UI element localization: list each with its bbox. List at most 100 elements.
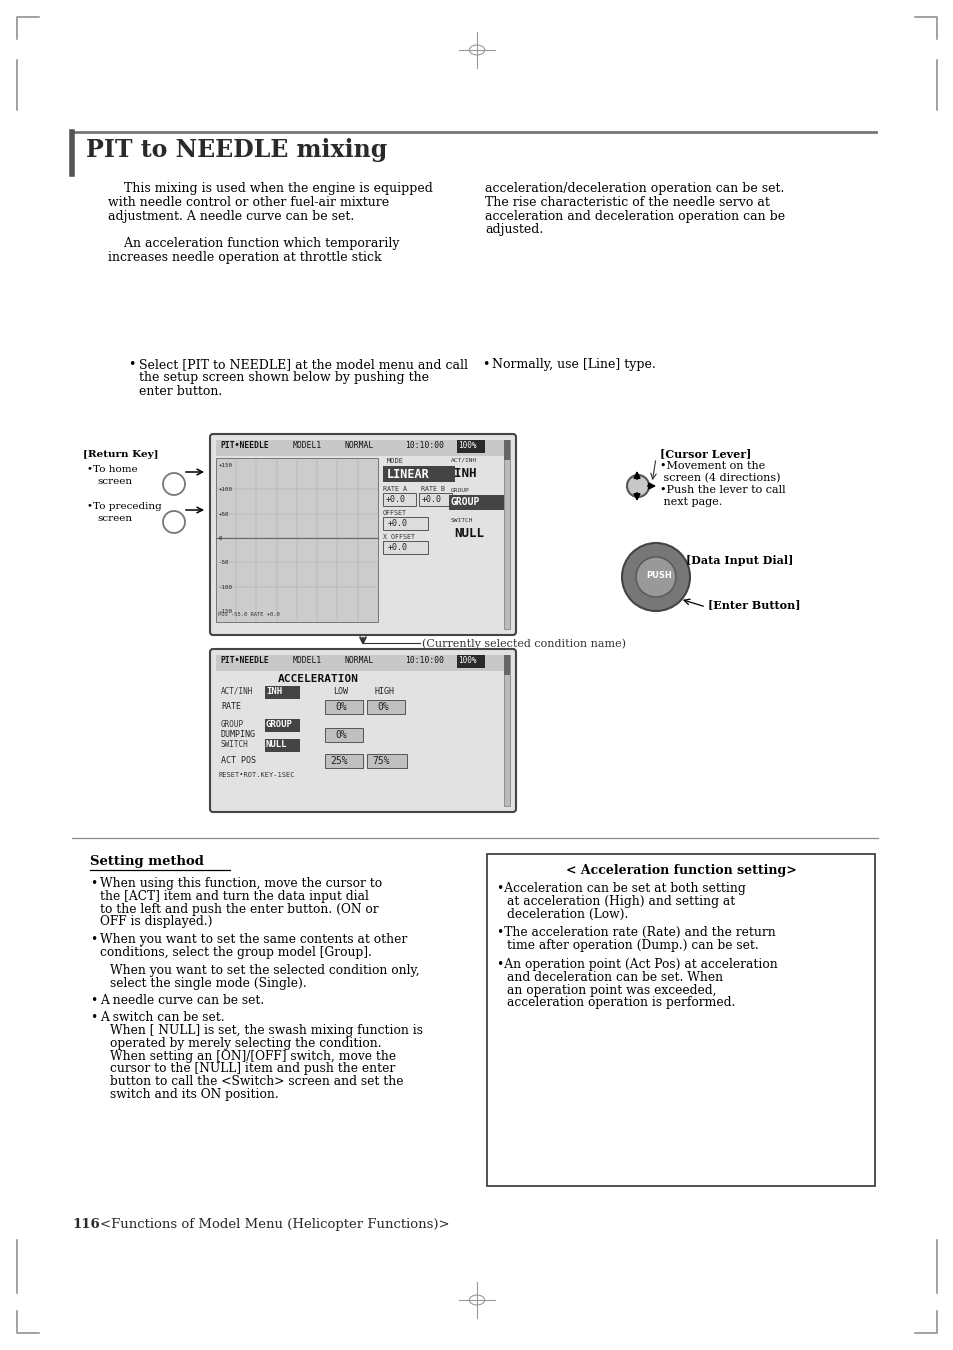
Text: screen (4 directions): screen (4 directions) bbox=[659, 472, 780, 483]
Text: 0%: 0% bbox=[376, 702, 388, 711]
Text: •To home: •To home bbox=[87, 464, 137, 474]
Text: +0.0: +0.0 bbox=[388, 543, 408, 552]
Text: POS -55.0 RATE +0.0: POS -55.0 RATE +0.0 bbox=[218, 612, 279, 617]
Bar bbox=[367, 701, 405, 714]
Text: +0.0: +0.0 bbox=[386, 495, 406, 504]
Text: GROUP: GROUP bbox=[451, 487, 469, 493]
Text: -50: -50 bbox=[219, 560, 230, 566]
Text: PIT•NEEDLE: PIT•NEEDLE bbox=[220, 441, 269, 450]
Text: 75%: 75% bbox=[372, 756, 389, 765]
Text: operated by merely selecting the condition.: operated by merely selecting the conditi… bbox=[110, 1037, 381, 1050]
Bar bbox=[382, 541, 428, 554]
Text: time after operation (Dump.) can be set.: time after operation (Dump.) can be set. bbox=[506, 940, 758, 952]
Text: adjusted.: adjusted. bbox=[484, 223, 542, 236]
FancyBboxPatch shape bbox=[210, 433, 516, 634]
Text: GROUP: GROUP bbox=[221, 720, 244, 729]
Text: RESET•ROT.KEY-1SEC: RESET•ROT.KEY-1SEC bbox=[219, 772, 295, 778]
Bar bbox=[456, 440, 484, 454]
Text: DUMPING: DUMPING bbox=[221, 730, 255, 738]
Text: ACT POS: ACT POS bbox=[221, 756, 255, 765]
Text: button to call the <Switch> screen and set the: button to call the <Switch> screen and s… bbox=[110, 1075, 403, 1088]
Text: 100%: 100% bbox=[457, 441, 476, 450]
Text: OFF is displayed.): OFF is displayed.) bbox=[100, 915, 213, 929]
Text: 10:10:00: 10:10:00 bbox=[405, 441, 443, 450]
Text: acceleration and deceleration operation can be: acceleration and deceleration operation … bbox=[484, 209, 784, 223]
Text: •Acceleration can be set at both setting: •Acceleration can be set at both setting bbox=[497, 882, 745, 895]
Bar bbox=[449, 495, 503, 510]
Text: screen: screen bbox=[97, 514, 132, 522]
Text: 25%: 25% bbox=[330, 756, 347, 765]
Ellipse shape bbox=[626, 475, 648, 497]
Bar bbox=[382, 493, 416, 506]
Text: the setup screen shown below by pushing the: the setup screen shown below by pushing … bbox=[139, 371, 429, 385]
Text: at acceleration (High) and setting at: at acceleration (High) and setting at bbox=[506, 895, 735, 907]
Text: screen: screen bbox=[97, 477, 132, 486]
Text: NORMAL: NORMAL bbox=[345, 656, 374, 666]
Text: LINEAR: LINEAR bbox=[387, 468, 429, 481]
Text: <Functions of Model Menu (Helicopter Functions)>: <Functions of Model Menu (Helicopter Fun… bbox=[100, 1218, 449, 1231]
Text: This mixing is used when the engine is equipped: This mixing is used when the engine is e… bbox=[108, 182, 433, 194]
Bar bbox=[215, 458, 377, 622]
Text: HIGH: HIGH bbox=[375, 687, 395, 697]
Text: RATE A: RATE A bbox=[382, 486, 407, 491]
Text: to the left and push the enter button. (ON or: to the left and push the enter button. (… bbox=[100, 903, 378, 915]
Text: The rise characteristic of the needle servo at: The rise characteristic of the needle se… bbox=[484, 196, 769, 209]
Text: •: • bbox=[90, 995, 97, 1007]
Bar bbox=[265, 686, 299, 699]
Text: •: • bbox=[481, 358, 489, 371]
Text: •To preceding: •To preceding bbox=[87, 502, 162, 512]
Text: acceleration/deceleration operation can be set.: acceleration/deceleration operation can … bbox=[484, 182, 783, 194]
Text: deceleration (Low).: deceleration (Low). bbox=[506, 907, 628, 921]
Text: PIT•NEEDLE: PIT•NEEDLE bbox=[220, 656, 269, 666]
Bar bbox=[215, 655, 510, 671]
Text: < Acceleration function setting>: < Acceleration function setting> bbox=[565, 864, 796, 878]
Text: X OFFSET: X OFFSET bbox=[382, 535, 415, 540]
Text: When you want to set the selected condition only,: When you want to set the selected condit… bbox=[110, 964, 419, 977]
Bar bbox=[456, 655, 484, 668]
Text: When setting an [ON]/[OFF] switch, move the: When setting an [ON]/[OFF] switch, move … bbox=[110, 1049, 395, 1062]
Text: +150: +150 bbox=[219, 463, 233, 468]
Bar bbox=[382, 466, 455, 482]
Bar bbox=[325, 755, 363, 768]
Text: ACT/INH: ACT/INH bbox=[451, 458, 476, 463]
Text: When using this function, move the cursor to: When using this function, move the curso… bbox=[100, 878, 382, 890]
Text: Select [PIT to NEEDLE] at the model menu and call: Select [PIT to NEEDLE] at the model menu… bbox=[139, 358, 468, 371]
Bar bbox=[382, 517, 428, 531]
Text: PIT to NEEDLE mixing: PIT to NEEDLE mixing bbox=[86, 138, 387, 162]
Text: an operation point was exceeded,: an operation point was exceeded, bbox=[506, 984, 716, 996]
Text: the [ACT] item and turn the data input dial: the [ACT] item and turn the data input d… bbox=[100, 890, 369, 903]
FancyBboxPatch shape bbox=[210, 649, 516, 811]
Text: acceleration operation is performed.: acceleration operation is performed. bbox=[506, 996, 735, 1010]
Text: 0%: 0% bbox=[335, 702, 346, 711]
Text: switch and its ON position.: switch and its ON position. bbox=[110, 1088, 278, 1102]
Text: 116: 116 bbox=[71, 1218, 100, 1231]
Bar bbox=[265, 720, 299, 732]
Bar bbox=[503, 655, 510, 806]
Text: LOW: LOW bbox=[333, 687, 348, 697]
Bar bbox=[503, 440, 510, 460]
Text: INH: INH bbox=[266, 687, 282, 697]
Text: conditions, select the group model [Group].: conditions, select the group model [Grou… bbox=[100, 946, 372, 958]
Text: cursor to the [NULL] item and push the enter: cursor to the [NULL] item and push the e… bbox=[110, 1062, 395, 1076]
Text: -100: -100 bbox=[219, 585, 233, 590]
Text: •: • bbox=[90, 878, 97, 890]
Text: with needle control or other fuel-air mixture: with needle control or other fuel-air mi… bbox=[108, 196, 389, 209]
Text: +50: +50 bbox=[219, 512, 230, 517]
Text: •: • bbox=[128, 358, 135, 371]
Text: [Return Key]: [Return Key] bbox=[83, 450, 158, 459]
Bar bbox=[325, 728, 363, 743]
Text: RATE B: RATE B bbox=[420, 486, 444, 491]
Circle shape bbox=[636, 558, 676, 597]
Text: +0.0: +0.0 bbox=[421, 495, 441, 504]
Text: •The acceleration rate (Rate) and the return: •The acceleration rate (Rate) and the re… bbox=[497, 926, 775, 940]
Text: [Data Input Dial]: [Data Input Dial] bbox=[685, 555, 793, 566]
Text: •An operation point (Act Pos) at acceleration: •An operation point (Act Pos) at acceler… bbox=[497, 958, 777, 971]
Text: (Currently selected condition name): (Currently selected condition name) bbox=[421, 639, 625, 648]
Text: and deceleration can be set. When: and deceleration can be set. When bbox=[506, 971, 722, 984]
Text: RATE: RATE bbox=[221, 702, 241, 711]
Text: 0%: 0% bbox=[335, 730, 346, 740]
Text: NULL: NULL bbox=[266, 740, 287, 749]
Text: select the single mode (Single).: select the single mode (Single). bbox=[110, 976, 307, 990]
Text: 100%: 100% bbox=[457, 656, 476, 666]
Text: A switch can be set.: A switch can be set. bbox=[100, 1011, 224, 1025]
